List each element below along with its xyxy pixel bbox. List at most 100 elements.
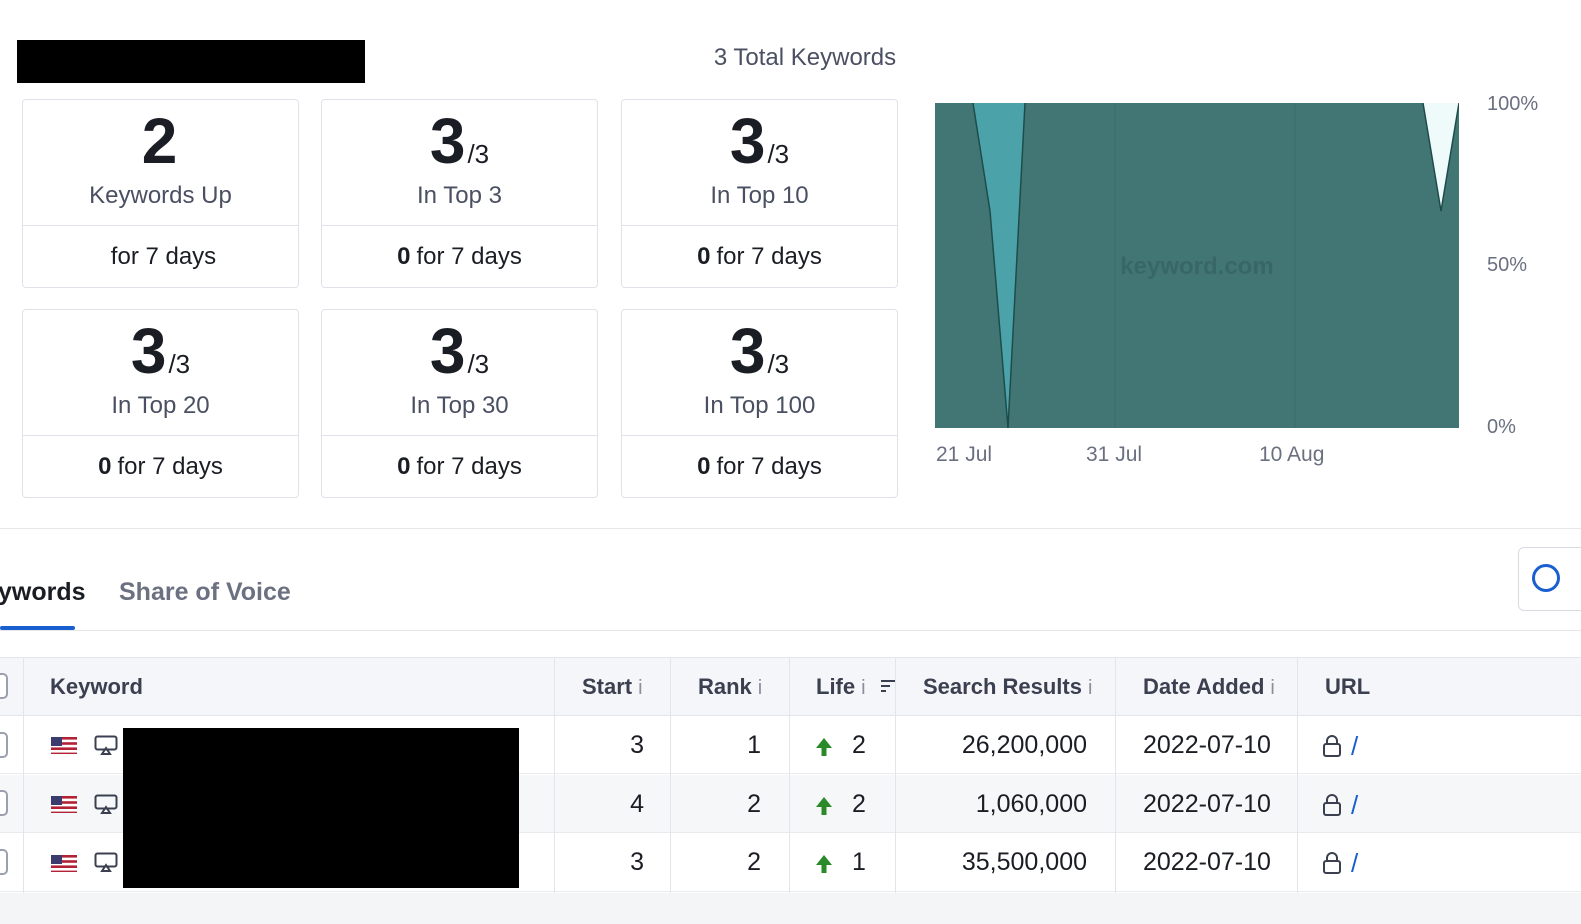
active-tab-indicator	[0, 626, 75, 630]
card-label: In Top 100	[703, 392, 816, 419]
life-value: 1	[852, 848, 866, 876]
header-date-added-label: Date Added	[1143, 674, 1265, 699]
info-icon[interactable]: i	[757, 677, 763, 699]
info-icon[interactable]: i	[1270, 677, 1275, 699]
header-life[interactable]: Life i	[816, 674, 866, 700]
bottom-bar	[0, 893, 1581, 924]
card-value: 3	[729, 315, 766, 387]
us-flag-icon	[51, 796, 77, 813]
card-value: 2	[141, 105, 178, 177]
x-tick-label: 31 Jul	[1086, 443, 1143, 466]
info-icon[interactable]: i	[1087, 677, 1093, 699]
card-label: In Top 30	[410, 392, 509, 419]
date-added-value: 2022-07-10	[1143, 848, 1271, 876]
sort-icon[interactable]	[880, 678, 896, 694]
start-value: 3	[630, 731, 644, 759]
info-icon[interactable]: i	[638, 677, 643, 699]
header-rank-label: Rank	[698, 674, 752, 699]
chart-area-main	[935, 103, 1459, 428]
start-value: 3	[630, 848, 644, 876]
card-in-top-3: 3/3 In Top 3 0 for 7 days	[321, 99, 598, 288]
row-checkbox[interactable]	[0, 732, 8, 758]
arrow-up-icon	[816, 855, 832, 873]
us-flag-icon	[51, 855, 77, 872]
header-keyword-label: Keyword	[50, 674, 143, 699]
header-search-results[interactable]: Search Results i	[923, 674, 1092, 700]
card-footer-count: 0	[397, 453, 411, 480]
column-divider	[23, 657, 24, 893]
arrow-up-icon	[816, 797, 832, 815]
column-divider	[1297, 657, 1298, 893]
card-footer-text: for 7 days	[716, 243, 822, 270]
rank-value: 2	[747, 848, 761, 876]
tab-keywords[interactable]: ywords	[0, 578, 86, 606]
redacted-keywords	[123, 728, 519, 888]
lock-icon[interactable]	[1322, 793, 1342, 817]
desktop-icon	[94, 852, 118, 872]
header-keyword[interactable]: Keyword	[50, 674, 143, 700]
card-label: In Top 3	[417, 182, 502, 209]
column-divider	[670, 657, 671, 893]
info-icon[interactable]: i	[861, 677, 866, 699]
search-results-value: 1,060,000	[975, 790, 1087, 818]
chart-series-line	[972, 103, 1026, 428]
table-row	[0, 834, 1581, 892]
x-tick-label: 10 Aug	[1259, 443, 1325, 466]
date-added-value: 2022-07-10	[1143, 731, 1271, 759]
card-value: 3	[429, 315, 466, 387]
column-divider	[895, 657, 896, 893]
section-divider	[0, 528, 1581, 529]
card-denominator: /3	[467, 349, 490, 379]
card-value: 3	[429, 105, 466, 177]
tab-share-of-voice[interactable]: Share of Voice	[119, 578, 291, 606]
column-divider	[1115, 657, 1116, 893]
header-url[interactable]: URL	[1325, 674, 1370, 700]
url-link[interactable]: /	[1351, 848, 1359, 878]
search-icon	[1532, 564, 1560, 592]
rank-value: 1	[747, 731, 761, 759]
url-link[interactable]: /	[1351, 731, 1359, 761]
select-all-checkbox[interactable]	[0, 673, 8, 699]
card-in-top-20: 3/3 In Top 20 0 for 7 days	[22, 309, 299, 498]
column-divider	[554, 657, 555, 893]
card-denominator: /3	[767, 139, 790, 169]
total-keywords: 3 Total Keywords	[713, 44, 897, 71]
y-tick-label: 0%	[1487, 416, 1516, 438]
date-added-value: 2022-07-10	[1143, 790, 1271, 818]
card-footer-count: 0	[697, 453, 711, 480]
header-start-label: Start	[582, 674, 633, 699]
card-footer-count: 0	[697, 243, 711, 270]
row-checkbox[interactable]	[0, 790, 8, 816]
ranking-distribution-chart: keyword.com	[935, 103, 1459, 428]
card-footer-text: for 7 days	[117, 453, 223, 480]
card-in-top-10: 3/3 In Top 10 0 for 7 days	[621, 99, 898, 288]
life-value: 2	[852, 731, 866, 759]
url-link[interactable]: /	[1351, 790, 1359, 820]
card-keywords-up: 2 Keywords Up for 7 days	[22, 99, 299, 288]
header-rank[interactable]: Rank i	[698, 674, 762, 700]
card-label: In Top 20	[111, 392, 210, 419]
card-footer-count: 0	[98, 453, 112, 480]
card-in-top-30: 3/3 In Top 30 0 for 7 days	[321, 309, 598, 498]
lock-icon[interactable]	[1322, 734, 1342, 758]
life-value: 2	[852, 790, 866, 818]
desktop-icon	[94, 794, 118, 814]
card-footer-text: for 7 days	[716, 453, 822, 480]
card-denominator: /3	[767, 349, 790, 379]
start-value: 4	[630, 790, 644, 818]
card-denominator: /3	[168, 349, 191, 379]
lock-icon[interactable]	[1322, 851, 1342, 875]
card-label: In Top 10	[710, 182, 809, 209]
card-value: 3	[130, 315, 167, 387]
header-date-added[interactable]: Date Added i	[1143, 674, 1275, 700]
card-label: Keywords Up	[89, 182, 232, 209]
chart-area-light-notch	[1423, 103, 1459, 211]
header-search-results-label: Search Results	[923, 674, 1082, 699]
row-checkbox[interactable]	[0, 849, 8, 875]
redacted-project-name	[17, 40, 365, 83]
desktop-icon	[94, 735, 118, 755]
search-button[interactable]	[1518, 547, 1581, 611]
table-row	[0, 716, 1581, 774]
y-tick-label: 100%	[1487, 93, 1539, 115]
header-start[interactable]: Start i	[582, 674, 643, 700]
